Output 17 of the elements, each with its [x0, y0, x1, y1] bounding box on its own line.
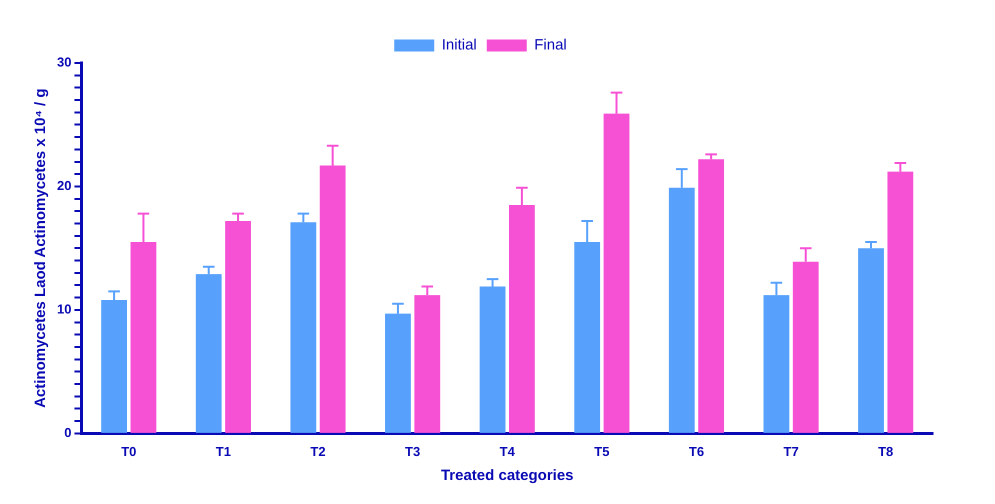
- x-axis-title: Treated categories: [440, 467, 574, 484]
- x-tick-label: T7: [783, 444, 799, 459]
- y-tick-label: 0: [64, 424, 72, 440]
- x-tick-label: T8: [878, 444, 894, 459]
- y-tick-label: 30: [56, 54, 72, 70]
- x-tick-label: T2: [310, 444, 326, 459]
- legend-label: Initial: [442, 36, 477, 54]
- x-tick-label: T0: [121, 444, 136, 459]
- x-tick-label: T3: [405, 444, 420, 459]
- x-tick-label: T5: [594, 444, 610, 459]
- x-tick-label: T6: [688, 444, 704, 459]
- y-tick-label: 10: [56, 302, 72, 317]
- legend-label: Final: [534, 36, 567, 54]
- x-tick-label: T4: [500, 444, 516, 459]
- x-tick-label: T1: [216, 444, 231, 459]
- y-tick-label: 20: [56, 178, 72, 194]
- y-axis-title: Actinomycetes Laod Actinomycetes x 10⁴ / g: [32, 88, 50, 408]
